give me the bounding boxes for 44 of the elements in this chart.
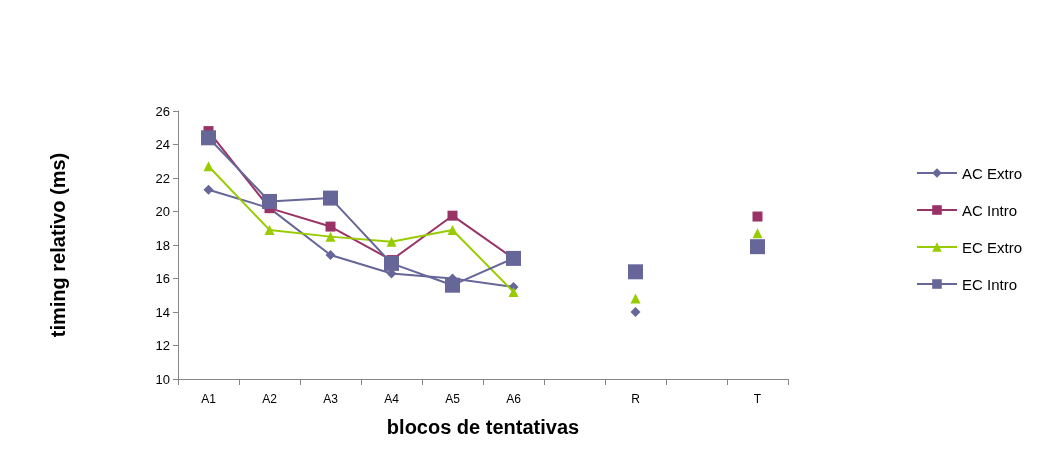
point: [203, 161, 214, 172]
point: [447, 224, 458, 235]
point: [630, 293, 641, 304]
point: [201, 130, 216, 146]
point: [630, 307, 641, 317]
point: [262, 193, 277, 209]
y-tick-label: 24: [155, 137, 170, 152]
point: [203, 184, 214, 195]
y-tick-label: 20: [155, 204, 170, 219]
x-tick-label: A2: [262, 392, 278, 406]
point: [508, 286, 519, 297]
point: [752, 211, 763, 222]
point: [628, 264, 643, 280]
x-tick-label: A5: [445, 392, 461, 406]
point: [750, 239, 765, 255]
legend-label: EC Intro: [961, 275, 1018, 293]
point: [386, 236, 397, 247]
point: [445, 277, 460, 293]
point: [447, 210, 458, 221]
point: [323, 190, 338, 206]
point: [264, 224, 275, 235]
point: [384, 255, 399, 271]
x-axis-title: blocos de tentativas: [386, 416, 580, 438]
y-tick-label: 22: [155, 170, 170, 186]
legend-label: AC Extro: [961, 164, 1022, 182]
x-tick-label: A6: [506, 392, 522, 406]
x-tick-label: A3: [323, 392, 339, 406]
legend-label: EC Extro: [961, 238, 1022, 256]
point: [325, 221, 336, 232]
point: [752, 228, 763, 239]
x-tick-label: A4: [384, 392, 400, 406]
y-tick-label: 14: [155, 304, 170, 320]
y-tick-label: 10: [155, 371, 170, 387]
y-axis-title: timing relativo (ms): [47, 152, 69, 338]
y-tick-label: 18: [155, 237, 170, 253]
point: [325, 250, 336, 261]
y-tick-label: 26: [155, 103, 170, 119]
legend-label: AC Intro: [961, 201, 1018, 219]
y-tick-label: 12: [155, 338, 170, 353]
x-tick-label: A1: [201, 392, 217, 406]
point: [325, 231, 336, 242]
x-tick-label: T: [753, 392, 762, 406]
y-tick-label: 16: [155, 271, 170, 286]
x-tick-label: R: [631, 392, 641, 406]
